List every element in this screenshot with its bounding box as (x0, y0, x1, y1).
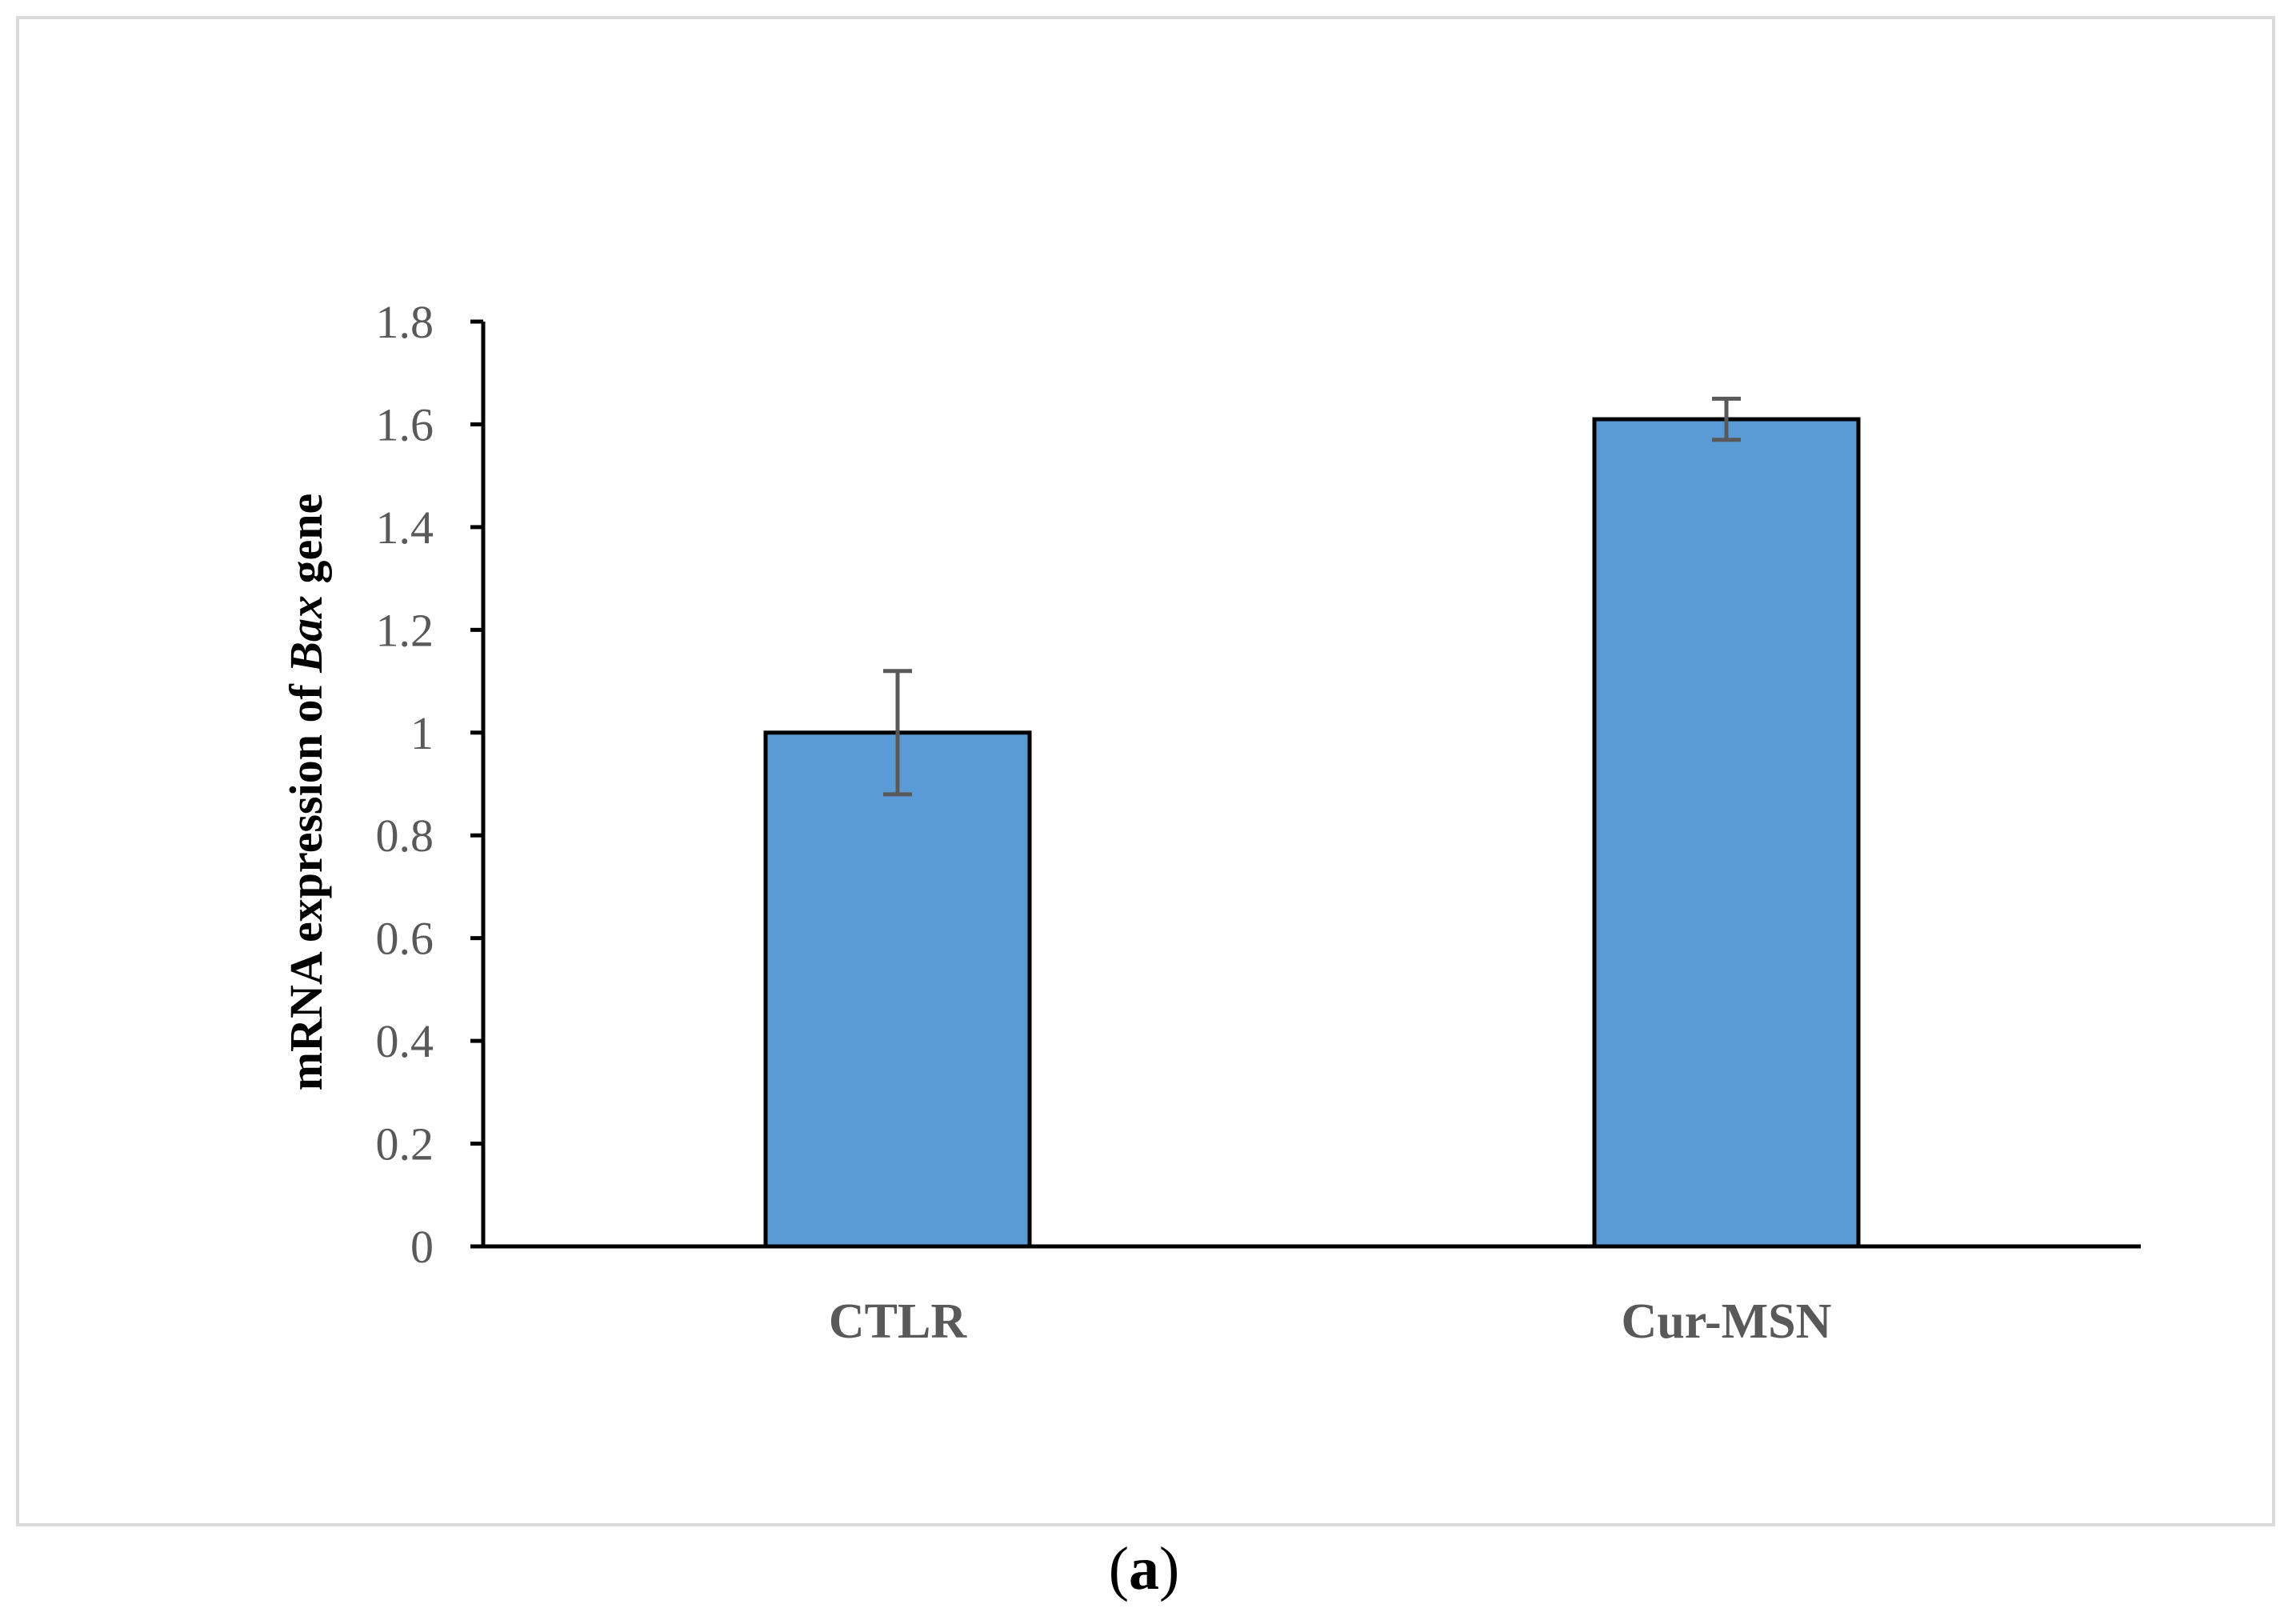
x-category-label: Cur-MSN (1622, 1294, 1832, 1349)
y-axis-title-text: mRNA expression of Bax gene (280, 494, 332, 1090)
y-tick-label: 1 (410, 707, 434, 759)
caption-letter: a (1129, 1535, 1159, 1602)
y-tick-label: 0.6 (376, 913, 434, 965)
y-tick-label: 1.2 (376, 604, 434, 656)
y-axis-title: mRNA expression of Bax gene (280, 494, 332, 1090)
bar-ctlr (763, 730, 1032, 1249)
axes (470, 322, 2141, 1249)
panel-caption: (a) (0, 1534, 2288, 1604)
y-axis-title-prefix: mRNA expression of (280, 673, 332, 1091)
bar-chart: mRNA expression of Bax gene 0 0.2 0.4 0.6 0.… (280, 296, 2141, 1349)
y-axis-title-suffix: gene (280, 494, 332, 595)
y-tick-label: 1.4 (376, 502, 434, 554)
chart-frame (16, 16, 2275, 1526)
y-tick-label: 0.2 (376, 1118, 434, 1170)
y-tick-label: 0 (410, 1221, 434, 1273)
caption-close-paren: ) (1159, 1535, 1180, 1602)
y-axis-title-gene: Bax (280, 595, 332, 674)
bars (763, 417, 1861, 1249)
bar-cur-msn (1592, 417, 1861, 1249)
y-tick-label: 1.6 (376, 398, 434, 450)
x-category-label: CTLR (829, 1294, 967, 1349)
y-tick-label: 0.4 (376, 1015, 434, 1067)
caption-open-paren: ( (1108, 1535, 1129, 1602)
error-bars (883, 396, 1741, 797)
y-tick-label: 0.8 (376, 810, 434, 862)
y-axis-ticks: 0 0.2 0.4 0.6 0.8 1 1.2 1.4 1.6 1.8 (376, 296, 483, 1273)
category-labels: CTLR Cur-MSN (829, 1294, 1832, 1349)
y-tick-label: 1.8 (376, 296, 434, 348)
